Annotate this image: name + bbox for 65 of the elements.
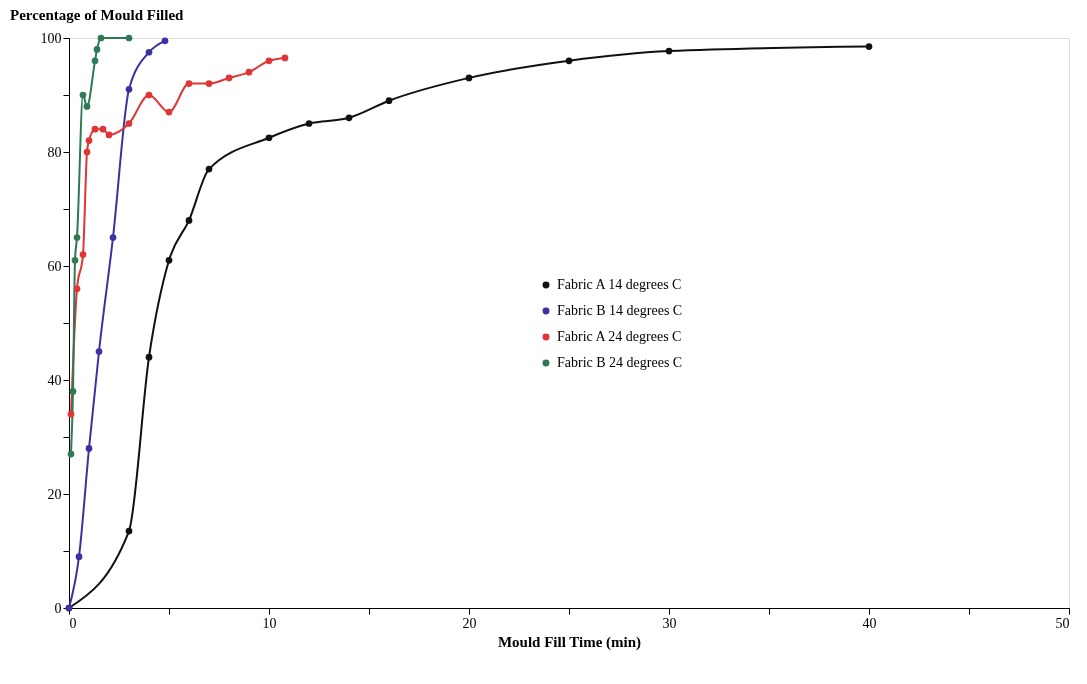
point <box>99 125 107 133</box>
point <box>165 108 173 116</box>
point <box>95 348 103 355</box>
point <box>165 256 173 264</box>
point <box>109 234 117 241</box>
point <box>125 34 133 42</box>
point <box>125 527 133 535</box>
point <box>145 353 153 361</box>
x-tick-label: 50 <box>1055 615 1070 631</box>
point <box>281 54 289 62</box>
y-tick-label: 40 <box>47 372 62 388</box>
point <box>73 285 81 293</box>
x-tick-label: 10 <box>262 615 277 631</box>
point <box>385 97 393 105</box>
point <box>225 74 233 82</box>
point <box>93 46 101 53</box>
point <box>205 80 213 87</box>
point <box>265 134 273 142</box>
y-axis-title: Percentage of Mould Filled <box>10 7 185 23</box>
point <box>205 165 213 173</box>
point <box>105 131 113 139</box>
point <box>85 137 93 144</box>
point <box>305 120 313 127</box>
point <box>185 217 193 224</box>
point <box>67 410 75 418</box>
point <box>71 256 79 264</box>
point <box>73 234 81 241</box>
point <box>85 445 93 452</box>
point <box>665 47 673 55</box>
y-tick-label: 0 <box>54 600 62 616</box>
point <box>185 80 193 87</box>
point <box>161 37 169 45</box>
x-tick-label: 0 <box>69 615 77 631</box>
x-tick-label: 20 <box>462 615 477 631</box>
point <box>97 34 105 42</box>
point <box>79 91 87 99</box>
legend-label: Fabric A 14 degrees C <box>557 277 682 292</box>
y-tick-label: 20 <box>47 486 62 502</box>
point <box>75 553 83 561</box>
legend-label: Fabric B 24 degrees C <box>557 355 683 370</box>
point <box>565 57 573 65</box>
legend-label: Fabric A 24 degrees C <box>557 329 682 344</box>
point <box>79 251 87 258</box>
x-tick-label: 40 <box>862 615 877 631</box>
point <box>145 48 153 56</box>
y-tick-label: 80 <box>47 144 62 160</box>
point <box>145 91 153 99</box>
point <box>865 43 873 50</box>
point <box>345 114 353 122</box>
y-tick-label: 60 <box>47 258 62 274</box>
point <box>83 148 91 156</box>
point <box>91 125 99 133</box>
point <box>245 68 253 76</box>
x-axis-title: Mould Fill Time (min) <box>497 633 642 651</box>
point <box>465 74 473 82</box>
point <box>265 57 273 65</box>
x-tick-label: 30 <box>662 615 677 631</box>
point <box>67 450 75 458</box>
point <box>83 103 91 110</box>
point <box>125 85 133 93</box>
point <box>69 388 77 395</box>
y-tick-label: 100 <box>40 30 62 46</box>
point <box>125 120 133 127</box>
point <box>91 57 99 65</box>
legend-label: Fabric B 14 degrees C <box>557 303 683 318</box>
